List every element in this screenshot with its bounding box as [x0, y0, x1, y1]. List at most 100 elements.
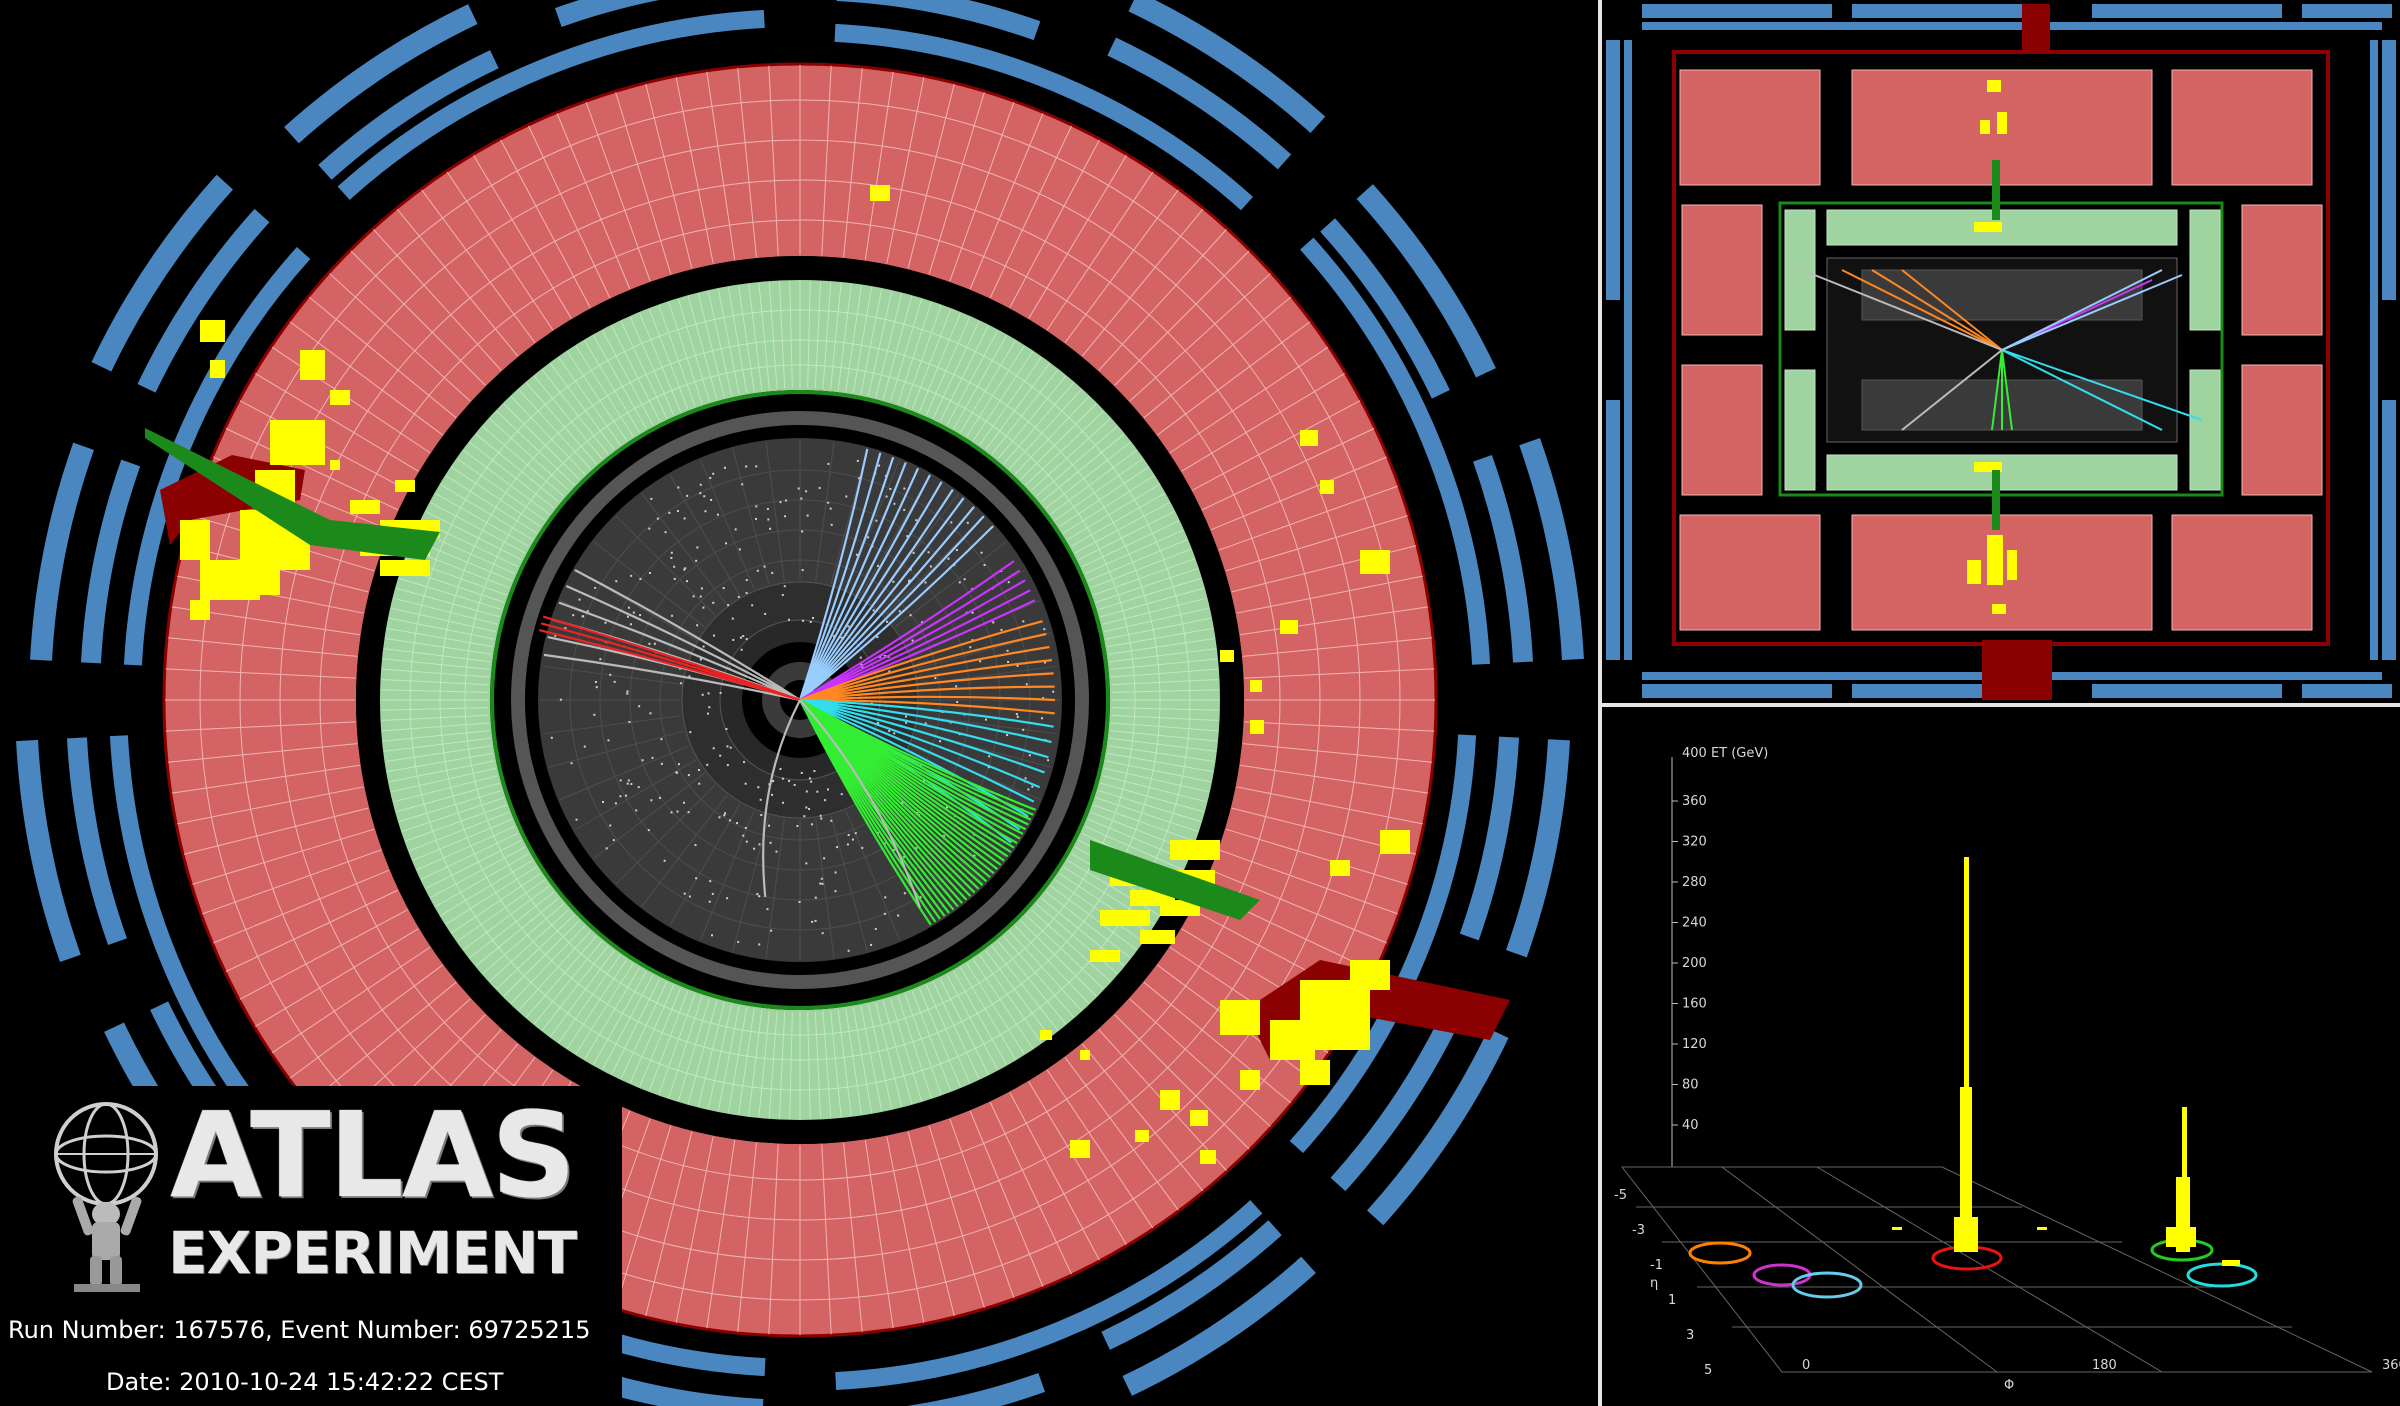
side-track [1871, 269, 2003, 351]
eta-tick-label: 1 [1668, 1293, 1676, 1308]
track [799, 698, 1055, 715]
muon-chamber-segment [1128, 0, 1326, 133]
atlas-figure-icon [54, 1102, 158, 1292]
track [798, 456, 895, 701]
track [799, 698, 1045, 774]
eta-tick-label: -5 [1614, 1188, 1627, 1203]
side-track [1901, 269, 2003, 351]
side-tracks [1801, 269, 2203, 431]
track [799, 589, 1031, 702]
z-axis-ticks: 360 320 280 240 200 160 120 80 40 [1672, 794, 1707, 1133]
muon-chamber-segment [836, 0, 1041, 41]
jet-ellipse-orange [1688, 1241, 1752, 1265]
track [799, 672, 1054, 702]
track [762, 699, 801, 898]
z-tick-label: 40 [1682, 1118, 1699, 1133]
z-tick-label: 240 [1682, 916, 1707, 931]
z-axis-label: 400 ET (GeV) [1682, 746, 1768, 761]
z-tick-label: 280 [1682, 875, 1707, 890]
panel-divider-horizontal [1602, 703, 2400, 707]
muon-chamber-segment [1122, 1256, 1316, 1396]
phi-tick-label: 180 [2092, 1358, 2117, 1373]
side-track [2001, 269, 2163, 351]
end-view-svg [16, 0, 1584, 1406]
track [799, 698, 1035, 803]
em-deposit-left [145, 428, 440, 560]
side-track [1841, 269, 2003, 351]
eta-tick-label: -1 [1650, 1258, 1663, 1273]
muon-chamber-segment [554, 0, 660, 27]
track [799, 659, 1052, 702]
logo-title: ATLAS [170, 1086, 576, 1224]
track [543, 653, 801, 702]
muon-chamber-segment [1459, 736, 1520, 941]
side-em-frame [1778, 201, 2224, 497]
eta-tick-label: -3 [1632, 1223, 1645, 1238]
muon-chamber-segment [1519, 437, 1584, 661]
side-track [2001, 349, 2013, 431]
track [799, 698, 1054, 728]
lego-plot-svg: 400 ET (GeV) 360 320 280 240 200 160 120 80 40 -… [1614, 746, 2400, 1393]
phi-tick-label: 0 [1802, 1358, 1810, 1373]
logo-subtitle: EXPERIMENT [168, 1219, 577, 1287]
eta-axis-label: η [1650, 1276, 1658, 1291]
track [799, 569, 1021, 701]
track [799, 462, 907, 701]
muon-chamber-segment [337, 9, 765, 200]
muon-chamber-segment [1367, 1028, 1509, 1226]
eta-tick-label: 5 [1704, 1363, 1712, 1378]
track [565, 585, 801, 701]
muon-chamber-segment [1300, 237, 1491, 665]
muon-chamber-segment [834, 23, 1253, 211]
cryostat-ring [511, 411, 1089, 989]
muon-chamber-segment [1473, 454, 1533, 663]
track [799, 698, 1041, 789]
side-jet-cone-bottom [1982, 640, 2052, 700]
muon-chamber-segment [80, 459, 141, 664]
jet-ellipse-magenta [1752, 1263, 1812, 1287]
z-tick-label: 120 [1682, 1037, 1707, 1052]
solenoid-ring [490, 390, 1110, 1010]
lego-plot-display: 400 ET (GeV) 360 320 280 240 200 160 120 80 40 -… [1602, 707, 2400, 1406]
muon-chamber-segment [67, 737, 127, 946]
track [799, 645, 1050, 702]
side-track [1801, 269, 2003, 351]
track [574, 569, 801, 701]
phi-axis-ticks: 0 180 360 [1802, 1358, 2400, 1373]
run-event-number: Run Number: 167576, Event Number: 697252… [8, 1316, 591, 1344]
z-tick-label: 80 [1682, 1078, 1699, 1093]
track [799, 632, 1047, 702]
jet-ellipse-blue [1791, 1271, 1863, 1299]
track [542, 615, 801, 702]
event-date: Date: 2010-10-24 15:42:22 CEST [106, 1368, 504, 1396]
side-em-blocks [1784, 209, 2221, 491]
muon-chamber-segment [1107, 37, 1292, 170]
phi-axis-label: Φ [2004, 1378, 2014, 1393]
track [798, 448, 869, 701]
panel-divider-vertical [1598, 0, 1602, 1406]
track [799, 698, 1052, 744]
muon-chamber-segment [1289, 734, 1477, 1153]
track [799, 497, 965, 701]
side-track [2001, 349, 2203, 421]
track [799, 695, 1056, 702]
muon-chamber-segment [16, 739, 81, 963]
side-energy-deposits [1967, 80, 2017, 614]
side-track [2001, 349, 2163, 431]
track [799, 579, 1026, 701]
track [799, 525, 994, 701]
lego-floor-grid [1620, 1166, 2373, 1373]
side-track [1901, 349, 2003, 431]
track [799, 698, 1049, 759]
em-deposit-right [1090, 840, 1260, 920]
hadronic-calorimeter-grid [165, 65, 1435, 1335]
phi-tick-label: 360 [2382, 1358, 2400, 1373]
side-view-svg [1606, 4, 2396, 700]
track [558, 601, 801, 702]
side-track [2001, 274, 2183, 351]
atlas-logo-box: ATLAS EXPERIMENT Run Number: 167576, Eve… [0, 1086, 622, 1406]
eta-tick-label: 3 [1686, 1328, 1694, 1343]
muon-chamber-segment [1320, 218, 1450, 399]
muon-chamber-segment [30, 442, 94, 661]
particle-tracks [538, 448, 1056, 926]
